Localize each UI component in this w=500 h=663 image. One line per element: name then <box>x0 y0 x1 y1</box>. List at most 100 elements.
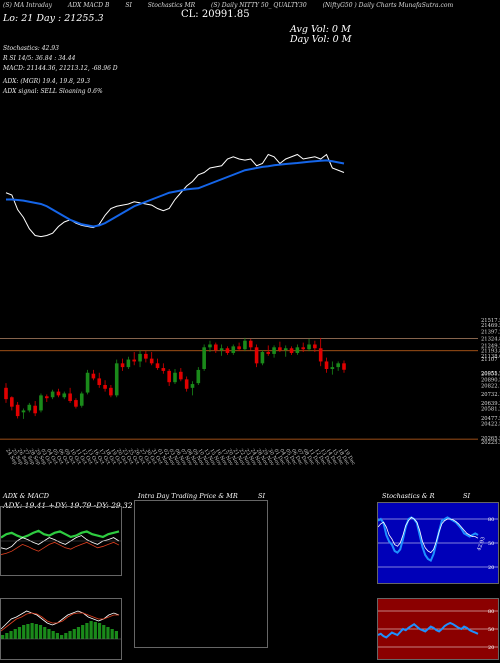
y-tick-label: 21249.25 <box>481 344 500 350</box>
stochastics-si-label: SI <box>463 492 471 500</box>
macd-readout: MACD: 21144.36, 21213.12, -68.96 D <box>3 65 118 72</box>
candle-body <box>278 347 282 351</box>
candle-body <box>167 370 171 383</box>
candle-body <box>202 347 206 369</box>
header-ticker: (S) MA Intraday ADX MACD B SI Stochastic… <box>3 2 497 9</box>
candle-body <box>208 344 212 348</box>
macd-histogram-bar <box>114 631 118 639</box>
stochastics-panel: 80 50 20 42.93 <box>377 502 499 584</box>
candle-body <box>342 363 346 370</box>
candle-body <box>132 359 137 362</box>
macd-histogram-bar <box>102 625 106 639</box>
y-tick-label: 21469.55 <box>481 323 500 329</box>
candle-body <box>330 367 335 369</box>
candle-body <box>161 368 166 371</box>
candle-body <box>219 348 224 351</box>
adx-plus-line <box>0 535 120 550</box>
macd-histogram-bar <box>47 629 51 639</box>
candle-body <box>15 404 20 417</box>
candle-body <box>56 391 61 396</box>
candle-body <box>213 344 218 351</box>
ticker-item: (S) Daily NITTY 50_ QUALTY30 <box>211 2 307 9</box>
macd-histogram-bar <box>81 625 85 639</box>
ticker-item: (NiftyG50 ) Daily Charts MunafaSutra.com <box>322 2 454 9</box>
candle-body <box>173 372 177 383</box>
candle-body <box>155 363 160 369</box>
stochastics-level-label: 80 <box>488 517 494 523</box>
macd-signal-line <box>0 612 119 632</box>
candle-body <box>138 353 142 362</box>
rsi-readout: R SI 14/5: 36.84 : 34.44 <box>3 55 76 62</box>
macd-histogram-bar <box>43 627 47 639</box>
macd-histogram-bar <box>76 627 81 639</box>
candle-body <box>85 372 90 393</box>
price-line <box>5 153 345 238</box>
candle-body <box>266 352 271 354</box>
candle-body <box>318 348 323 362</box>
intraday-si-label: SI <box>258 492 266 500</box>
candle-body <box>179 371 183 380</box>
macd-histogram-bar <box>9 631 13 639</box>
macd-panel <box>0 598 122 660</box>
candle-body <box>196 369 201 384</box>
candle-body <box>295 347 300 353</box>
candle-body <box>27 404 32 411</box>
candle-body <box>248 340 253 348</box>
macd-histogram-bar <box>110 629 114 639</box>
moving-average-line <box>6 159 345 228</box>
candle-body <box>225 348 230 353</box>
y-tick-label: 21193.85 <box>481 349 500 355</box>
candle-body <box>231 346 236 353</box>
adx-signal-readout: ADX signal: SELL Sloaning 0.6% <box>3 88 103 95</box>
macd-histogram-bar <box>106 627 110 639</box>
y-tick-label: 21324.85 <box>481 336 500 342</box>
rsi-level-label: 50 <box>488 627 494 633</box>
candle-body <box>103 385 107 389</box>
close-price-label: CL: 20991.85 <box>181 9 250 20</box>
candle-body <box>120 363 125 368</box>
candle-body <box>33 405 37 414</box>
rsi-level-label: 80 <box>488 609 494 615</box>
adx-green-line <box>0 529 120 539</box>
macd-histogram-bar <box>30 623 34 639</box>
candle-body <box>114 363 119 396</box>
adx-chart <box>0 529 121 555</box>
stochastics-readout: Stochastics: 42.93 <box>3 45 59 52</box>
macd-histogram-bar <box>68 631 72 639</box>
main-candlestick-chart: 21517.521469.5521397.221324.8521249.2521… <box>0 153 500 467</box>
candle-body <box>97 378 102 386</box>
stochastics-level-label: 20 <box>488 565 494 571</box>
macd-histogram-bar <box>55 633 59 639</box>
macd-histogram-bar <box>85 623 89 639</box>
intraday-panel <box>134 500 268 648</box>
y-tick-label: 21397.2 <box>481 330 500 336</box>
candle-body <box>324 361 329 369</box>
macd-histogram-bar <box>5 633 9 639</box>
macd-histogram-bar <box>72 629 76 639</box>
candle-body <box>10 397 14 407</box>
y-tick-label: 20265.5 <box>481 436 500 442</box>
candle-body <box>79 393 84 406</box>
y-tick-label: 20951.52 <box>481 372 500 378</box>
candle-body <box>149 358 154 364</box>
candle-body <box>307 344 311 350</box>
y-tick-label: 20890.5 <box>481 377 500 383</box>
candle-body <box>336 363 340 368</box>
candle-body <box>260 352 265 364</box>
macd-histogram-bar <box>51 631 55 639</box>
candle-body <box>4 387 8 400</box>
intraday-panel-title: Intra Day Trading Price & MR <box>138 492 238 500</box>
stochastics-k-line <box>377 516 479 563</box>
stochastics-level-label: 50 <box>488 541 494 547</box>
candle-body <box>50 391 55 398</box>
macd-chart <box>0 610 121 640</box>
y-tick-label: 20955.75 <box>481 371 500 377</box>
y-tick-label: 20225.5 <box>481 440 500 446</box>
ticker-item: Stochastics MR <box>147 2 196 9</box>
ticker-item: ADX MACD B <box>67 2 110 9</box>
day-volume-label: Day Vol: 0 M <box>290 34 352 45</box>
ticker-item: (S) MA Intraday <box>3 2 52 9</box>
y-tick-label: 21138.69 <box>481 354 500 360</box>
adx-panel <box>0 506 122 576</box>
macd-histogram-bar <box>97 623 102 639</box>
